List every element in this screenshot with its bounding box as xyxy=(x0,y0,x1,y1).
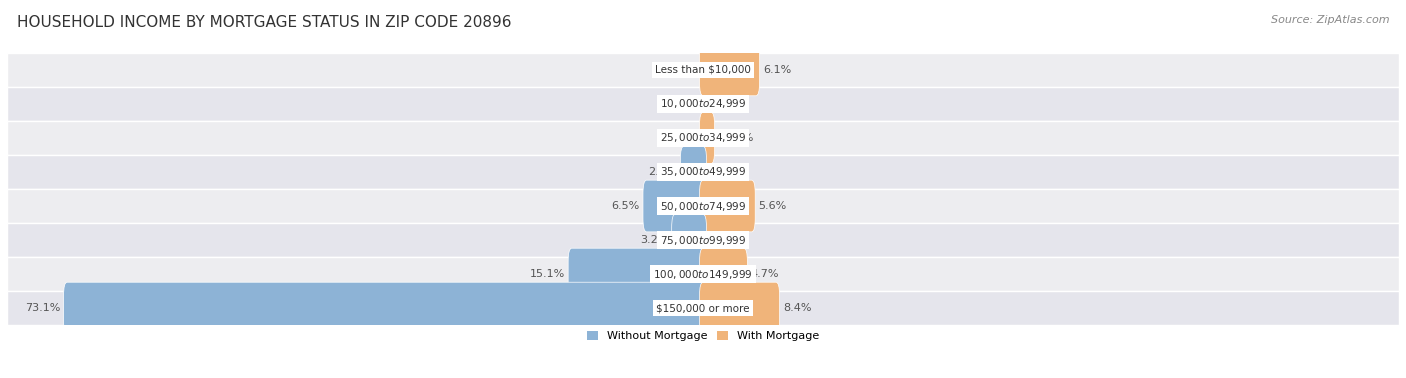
Text: 0.0%: 0.0% xyxy=(668,133,696,143)
Bar xyxy=(7,53,1399,87)
FancyBboxPatch shape xyxy=(700,180,755,232)
Text: 0.93%: 0.93% xyxy=(718,133,754,143)
Text: 6.5%: 6.5% xyxy=(612,201,640,211)
FancyBboxPatch shape xyxy=(568,248,706,300)
FancyBboxPatch shape xyxy=(700,248,748,300)
Text: $10,000 to $24,999: $10,000 to $24,999 xyxy=(659,98,747,110)
FancyBboxPatch shape xyxy=(681,146,706,198)
Text: 6.1%: 6.1% xyxy=(763,65,792,75)
Text: 15.1%: 15.1% xyxy=(530,269,565,279)
FancyBboxPatch shape xyxy=(700,112,714,164)
Text: 0.0%: 0.0% xyxy=(668,99,696,109)
FancyBboxPatch shape xyxy=(63,282,706,334)
Text: HOUSEHOLD INCOME BY MORTGAGE STATUS IN ZIP CODE 20896: HOUSEHOLD INCOME BY MORTGAGE STATUS IN Z… xyxy=(17,15,512,30)
FancyBboxPatch shape xyxy=(672,214,706,266)
Text: 4.7%: 4.7% xyxy=(751,269,779,279)
Text: 0.0%: 0.0% xyxy=(710,235,738,245)
Text: $75,000 to $99,999: $75,000 to $99,999 xyxy=(659,234,747,246)
Text: $35,000 to $49,999: $35,000 to $49,999 xyxy=(659,166,747,178)
Text: $150,000 or more: $150,000 or more xyxy=(657,303,749,313)
Text: $100,000 to $149,999: $100,000 to $149,999 xyxy=(654,268,752,280)
Text: 0.0%: 0.0% xyxy=(668,65,696,75)
Text: 0.0%: 0.0% xyxy=(710,99,738,109)
Text: Source: ZipAtlas.com: Source: ZipAtlas.com xyxy=(1271,15,1389,25)
FancyBboxPatch shape xyxy=(643,180,706,232)
Text: Less than $10,000: Less than $10,000 xyxy=(655,65,751,75)
Bar xyxy=(7,155,1399,189)
Text: 3.2%: 3.2% xyxy=(640,235,668,245)
Bar xyxy=(7,121,1399,155)
Bar xyxy=(7,223,1399,257)
Text: $25,000 to $34,999: $25,000 to $34,999 xyxy=(659,132,747,144)
Bar xyxy=(7,189,1399,223)
FancyBboxPatch shape xyxy=(700,44,759,96)
Text: 5.6%: 5.6% xyxy=(759,201,787,211)
Bar xyxy=(7,257,1399,291)
Text: $50,000 to $74,999: $50,000 to $74,999 xyxy=(659,200,747,212)
Text: 8.4%: 8.4% xyxy=(783,303,811,313)
Legend: Without Mortgage, With Mortgage: Without Mortgage, With Mortgage xyxy=(588,331,818,341)
Bar xyxy=(7,291,1399,325)
Bar xyxy=(7,87,1399,121)
FancyBboxPatch shape xyxy=(700,282,779,334)
Text: 0.0%: 0.0% xyxy=(710,167,738,177)
Text: 2.2%: 2.2% xyxy=(648,167,676,177)
Text: 73.1%: 73.1% xyxy=(25,303,60,313)
